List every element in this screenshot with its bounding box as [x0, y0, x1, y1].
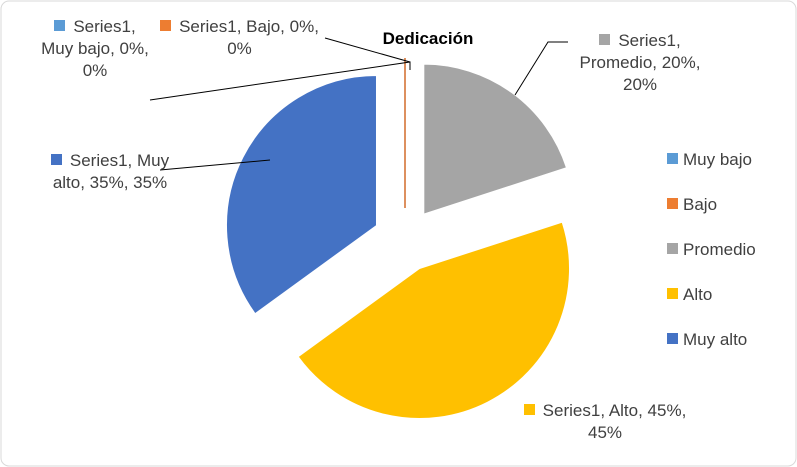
data-label-text: Series1, Bajo, 0%, 0% — [179, 17, 319, 58]
pie-slice — [226, 74, 377, 315]
data-label-text: Series1, Alto, 45%, 45% — [542, 401, 687, 442]
legend-item: Promedio — [667, 240, 756, 260]
data-label: Series1, Promedio, 20%, 20% — [565, 30, 715, 96]
legend-swatch — [667, 153, 678, 164]
leader-line — [514, 41, 568, 96]
data-label: Series1, Muy alto, 35%, 35% — [40, 150, 180, 194]
label-key — [50, 154, 62, 165]
legend-label: Muy bajo — [683, 150, 752, 169]
legend-label: Bajo — [683, 195, 718, 214]
pie-slice — [297, 221, 570, 420]
legend-item: Alto — [667, 285, 712, 305]
data-label-text: Series1, Muy bajo, 0%, 0% — [41, 17, 149, 80]
label-key — [54, 20, 66, 31]
data-label: Series1, Bajo, 0%, 0% — [152, 16, 327, 60]
label-key — [160, 20, 172, 31]
label-key — [599, 34, 611, 45]
leader-line — [324, 37, 411, 63]
chart-title: Dedicación — [383, 29, 474, 48]
pie-slice — [423, 63, 568, 215]
data-label-text: Series1, Promedio, 20%, 20% — [579, 31, 701, 94]
data-label: Series1, Alto, 45%, 45% — [505, 400, 705, 444]
leader-lines — [149, 37, 568, 171]
slices — [226, 58, 570, 420]
legend-item: Bajo — [667, 195, 717, 215]
legend-swatch — [667, 288, 678, 299]
legend-label: Promedio — [683, 240, 756, 259]
legend-swatch — [667, 243, 678, 254]
data-label: Series1, Muy bajo, 0%, 0% — [40, 16, 150, 82]
legend-label: Muy alto — [683, 330, 748, 349]
legend-swatch — [667, 333, 678, 344]
leader-line — [159, 159, 271, 171]
legend-swatch — [667, 198, 678, 209]
legend-label: Alto — [683, 285, 713, 304]
data-label-text: Series1, Muy alto, 35%, 35% — [52, 151, 170, 192]
label-key — [523, 404, 535, 415]
legend-item: Muy bajo — [667, 150, 752, 170]
legend-item: Muy alto — [667, 330, 747, 350]
